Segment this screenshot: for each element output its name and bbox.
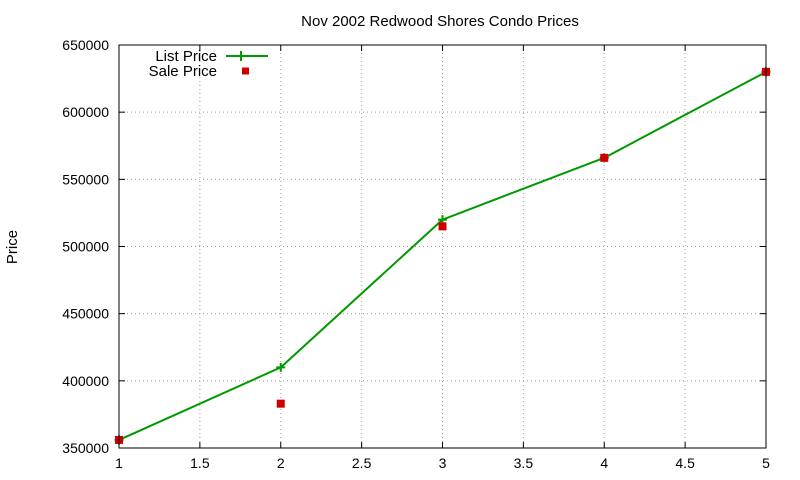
x-tick-label: 2 — [277, 455, 285, 471]
x-tick-label: 4.5 — [675, 455, 695, 471]
legend-marker-list-price — [236, 51, 246, 61]
chart-title: Nov 2002 Redwood Shores Condo Prices — [301, 13, 579, 30]
y-tick-label: 350000 — [62, 440, 109, 456]
y-tick-label: 500000 — [62, 239, 109, 255]
series-layer — [114, 67, 771, 445]
legend-marker-sale-price — [242, 67, 249, 75]
y-tick-label: 450000 — [62, 306, 109, 322]
x-tick-label: 4 — [600, 455, 608, 471]
x-tick-label: 1 — [115, 455, 123, 471]
legend-label-list-price: List Price — [155, 48, 217, 65]
sale-price-point — [276, 399, 285, 408]
legend: List Price Sale Price — [149, 48, 268, 80]
y-axis-label: Price — [4, 230, 21, 264]
x-tick-label: 2.5 — [352, 455, 372, 471]
sale-price-point — [438, 222, 447, 231]
x-tick-label: 1.5 — [190, 455, 210, 471]
legend-label-sale-price: Sale Price — [149, 63, 217, 80]
list-price-point — [276, 362, 286, 372]
x-tick-label: 5 — [762, 455, 770, 471]
y-tick-label: 550000 — [62, 171, 109, 187]
list-price-line — [118, 70, 767, 441]
ticks-layer — [118, 44, 767, 449]
sale-price-point — [600, 153, 609, 162]
x-tick-label: 3 — [439, 455, 447, 471]
y-tick-label: 400000 — [62, 373, 109, 389]
grid-layer — [119, 45, 766, 448]
y-tick-label: 600000 — [62, 104, 109, 120]
tick-labels-layer: 350000 400000 450000 500000 550000 600000 6500… — [62, 37, 770, 471]
y-tick-label: 650000 — [62, 37, 109, 53]
x-tick-label: 3.5 — [514, 455, 534, 471]
